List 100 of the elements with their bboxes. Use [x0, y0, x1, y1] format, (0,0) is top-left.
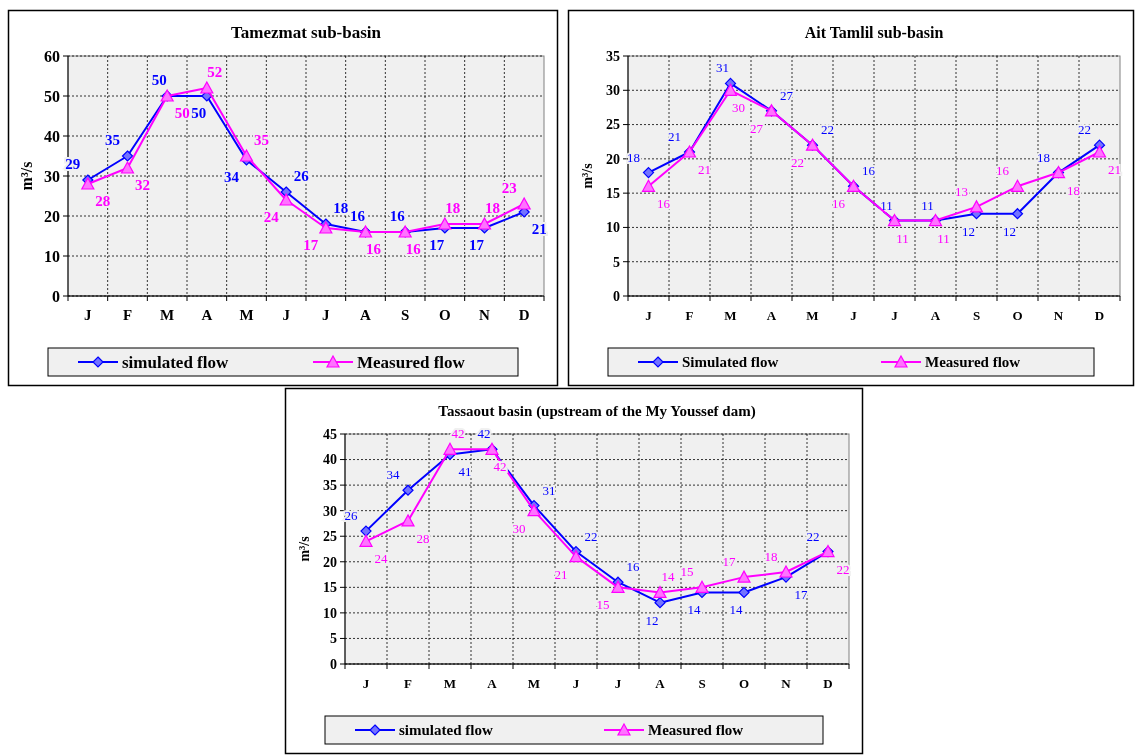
data-label: 27 — [750, 120, 764, 136]
data-label: 16 — [389, 208, 406, 224]
y-tick-label: 10 — [323, 605, 337, 621]
data-label: 50 — [151, 72, 167, 88]
x-tick-label: F — [685, 308, 694, 323]
y-tick-label: 35 — [606, 48, 620, 64]
x-tick-label: J — [850, 308, 858, 323]
data-label: 52 — [207, 64, 223, 80]
data-label: 16 — [657, 196, 671, 212]
x-tick-label: O — [738, 676, 750, 691]
x-tick-label: S — [400, 307, 410, 323]
y-tick-label: 10 — [606, 220, 620, 236]
data-label: 26 — [293, 168, 310, 184]
x-tick-label: A — [360, 307, 372, 323]
x-tick-label: F — [122, 307, 133, 323]
data-label: 24 — [374, 551, 388, 567]
x-tick-label: N — [1053, 308, 1064, 323]
data-label: 21 — [1108, 162, 1121, 177]
data-label: 13 — [955, 183, 968, 199]
data-label: 28 — [95, 193, 111, 209]
y-tick-label: 25 — [606, 117, 620, 133]
data-label: 16 — [832, 196, 846, 212]
data-label: 27 — [780, 87, 794, 103]
x-tick-label: O — [1012, 308, 1023, 323]
data-label: 42 — [451, 426, 465, 442]
x-tick-label: M — [239, 307, 254, 323]
x-tick-label: N — [479, 307, 491, 323]
y-tick-label: 15 — [606, 186, 620, 202]
x-tick-label: M — [806, 308, 819, 323]
x-tick-label: J — [362, 676, 370, 691]
x-tick-label: J — [282, 307, 291, 323]
x-tick-label: A — [655, 676, 666, 691]
data-label: 22 — [584, 528, 598, 544]
data-label: 17 — [303, 237, 319, 253]
data-label: 14 — [661, 569, 675, 585]
y-tick-label: 0 — [330, 656, 337, 672]
y-tick-label: 15 — [323, 580, 337, 596]
y-tick-label: 45 — [323, 426, 337, 442]
data-label: 23 — [501, 180, 517, 196]
data-label: 17 — [794, 587, 808, 603]
data-label: 16 — [626, 559, 640, 575]
data-label: 18 — [764, 549, 778, 564]
data-label: 16 — [996, 163, 1010, 179]
x-tick-label: A — [766, 308, 777, 323]
x-tick-label: M — [443, 676, 457, 691]
chart-title: Tassaout basin (upstream of the My Youssef dam) — [438, 403, 756, 420]
x-tick-label: O — [439, 307, 451, 323]
x-tick-label: J — [84, 307, 93, 323]
data-label: 17 — [469, 237, 485, 253]
x-tick-label: M — [527, 676, 541, 691]
x-tick-label: J — [614, 676, 622, 691]
x-tick-label: A — [201, 307, 213, 323]
data-label: 34 — [386, 467, 400, 483]
data-label: 21 — [554, 566, 568, 582]
data-label: 18 — [1067, 182, 1080, 198]
x-tick-label: A — [487, 676, 498, 691]
data-label: 12 — [962, 223, 975, 239]
data-label: 14 — [687, 602, 701, 618]
x-tick-label: J — [891, 308, 899, 323]
y-axis-title: m³/s — [18, 161, 35, 191]
data-label: 12 — [1003, 223, 1016, 239]
data-label: 42 — [477, 426, 491, 442]
x-tick-label: A — [930, 308, 941, 323]
legend-label: simulated flow — [399, 722, 493, 739]
data-label: 34 — [224, 169, 240, 185]
data-label: 31 — [716, 60, 729, 76]
y-tick-label: 35 — [323, 478, 337, 494]
y-tick-label: 20 — [606, 151, 620, 167]
data-label: 17 — [429, 237, 445, 253]
x-tick-label: S — [972, 308, 981, 323]
data-label: 14 — [729, 602, 743, 618]
data-label: 35 — [254, 132, 269, 148]
x-tick-label: J — [572, 676, 580, 691]
data-label: 28 — [416, 530, 430, 546]
y-axis-title: m³/s — [580, 162, 595, 189]
y-tick-label: 5 — [330, 631, 337, 647]
data-label: 17 — [722, 554, 736, 570]
data-label: 22 — [806, 528, 820, 544]
y-tick-label: 40 — [44, 127, 60, 145]
data-label: 22 — [791, 155, 804, 171]
x-tick-label: D — [1094, 308, 1105, 323]
data-label: 22 — [1078, 122, 1091, 138]
data-label: 18 — [485, 200, 500, 216]
x-tick-label: J — [645, 308, 653, 323]
x-tick-label: D — [823, 676, 833, 691]
y-tick-label: 0 — [613, 288, 620, 304]
legend-label: Measured flow — [648, 722, 744, 739]
data-label: 21 — [531, 221, 547, 237]
data-label: 18 — [1037, 149, 1050, 165]
data-label: 21 — [668, 129, 681, 144]
x-tick-label: S — [698, 676, 706, 691]
data-label: 15 — [596, 597, 610, 613]
data-label: 16 — [350, 208, 366, 224]
y-tick-label: 40 — [323, 452, 337, 468]
data-label: 50 — [174, 105, 190, 121]
y-axis-title: m³/s — [297, 535, 312, 562]
data-label: 11 — [921, 197, 934, 213]
data-label: 11 — [896, 230, 909, 246]
chart-title: Tamezmat sub-basin — [230, 23, 382, 42]
data-label: 18 — [445, 200, 461, 216]
